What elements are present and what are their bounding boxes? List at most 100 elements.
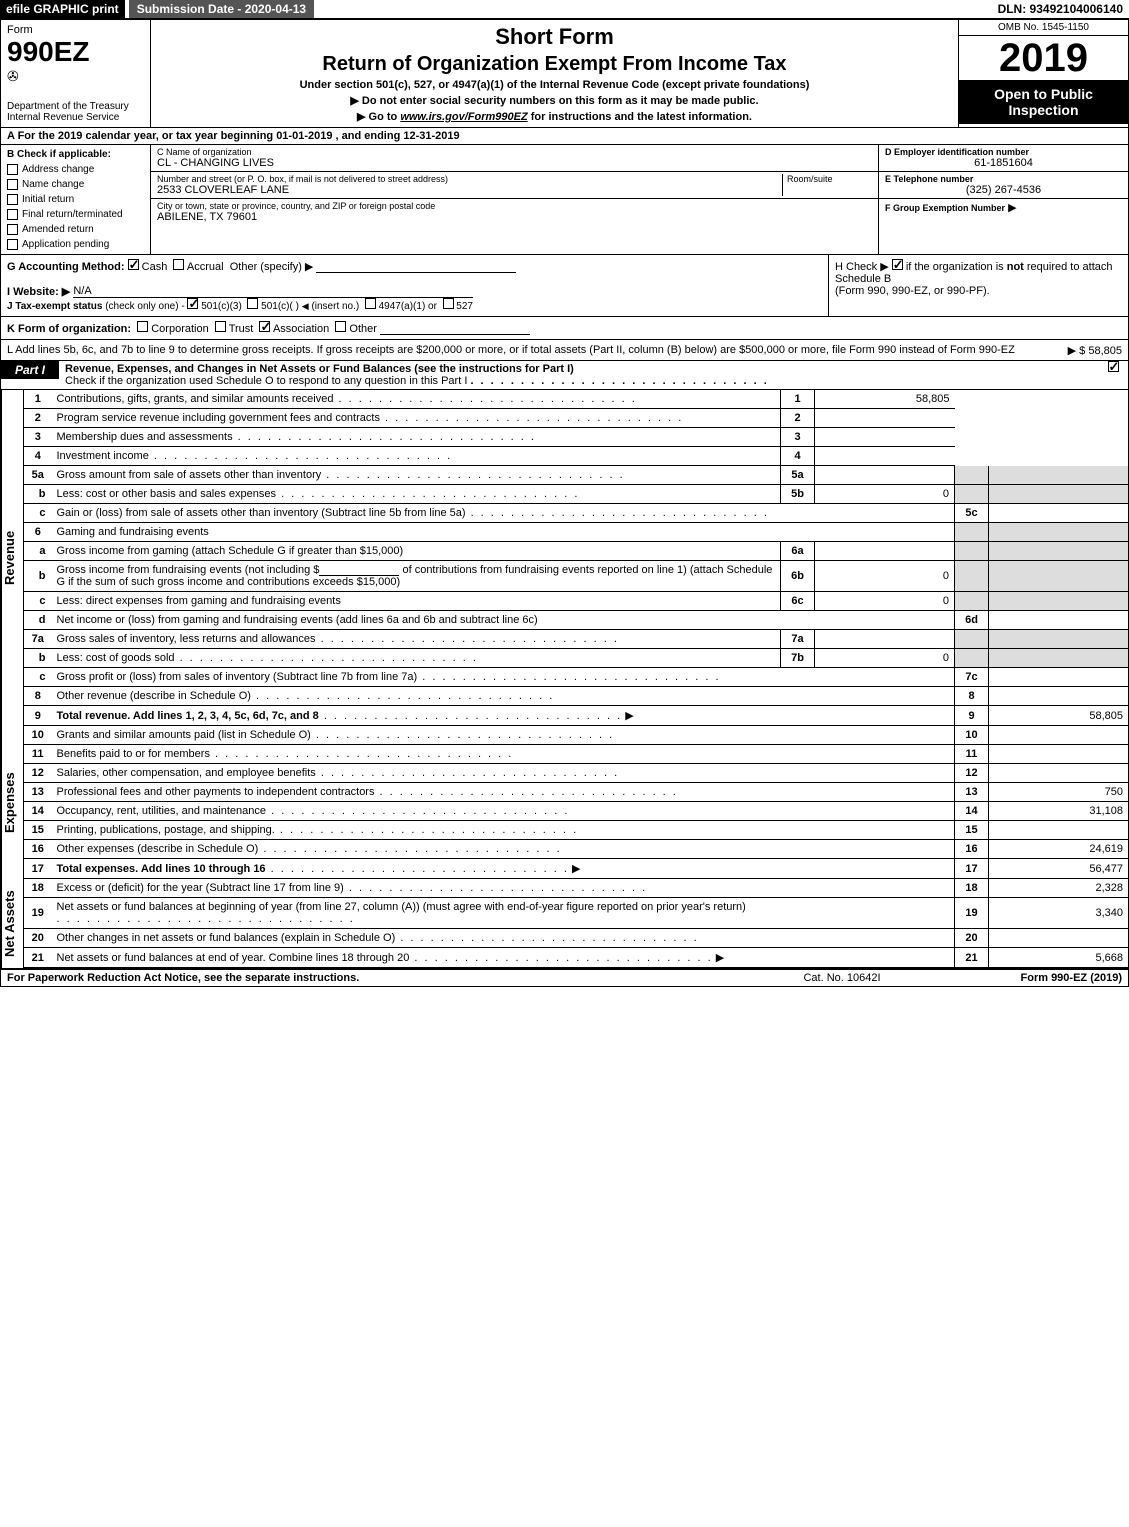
h-label: H Check ▶ xyxy=(835,261,889,273)
page-footer: For Paperwork Reduction Act Notice, see … xyxy=(0,968,1129,987)
row-h: H Check ▶ if the organization is not req… xyxy=(828,255,1128,316)
goto-prefix: ▶ Go to xyxy=(357,111,400,123)
chk-name-change[interactable]: Name change xyxy=(7,179,144,190)
chk-h[interactable] xyxy=(892,259,903,270)
table-row: 4Investment income4 xyxy=(24,447,1129,466)
city-value: ABILENE, TX 79601 xyxy=(157,211,872,223)
table-row: 14Occupancy, rent, utilities, and mainte… xyxy=(24,802,1129,821)
short-form-title: Short Form xyxy=(159,24,950,50)
table-row: 17Total expenses. Add lines 10 through 1… xyxy=(24,859,1129,879)
box-b-title: B Check if applicable: xyxy=(7,149,144,160)
chk-initial-return[interactable]: Initial return xyxy=(7,194,144,205)
chk-amended[interactable]: Amended return xyxy=(7,224,144,235)
table-row: cGross profit or (loss) from sales of in… xyxy=(24,668,1129,687)
table-row: 6Gaming and fundraising events xyxy=(24,523,1129,542)
chk-other-org[interactable] xyxy=(335,321,346,332)
chk-assoc[interactable] xyxy=(259,321,270,332)
irs-label: Internal Revenue Service xyxy=(7,112,144,123)
part-i-check-note: Check if the organization used Schedule … xyxy=(65,375,467,387)
revenue-side-label: Revenue xyxy=(1,390,23,726)
table-row: 13Professional fees and other payments t… xyxy=(24,783,1129,802)
chk-501c[interactable] xyxy=(247,298,258,309)
table-row: 7aGross sales of inventory, less returns… xyxy=(24,630,1129,649)
expenses-side-label: Expenses xyxy=(1,726,23,879)
g-other-input[interactable] xyxy=(316,272,516,273)
l-text: L Add lines 5b, 6c, and 7b to line 9 to … xyxy=(7,344,1015,356)
chk-address-change[interactable]: Address change xyxy=(7,164,144,175)
chk-application-pending[interactable]: Application pending xyxy=(7,239,144,250)
row-k: K Form of organization: Corporation Trus… xyxy=(0,317,1129,340)
goto-note: ▶ Go to www.irs.gov/Form990EZ for instru… xyxy=(159,110,950,123)
table-row: cGain or (loss) from sale of assets othe… xyxy=(24,504,1129,523)
table-row: 1Contributions, gifts, grants, and simil… xyxy=(24,390,1129,409)
subtitle: Under section 501(c), 527, or 4947(a)(1)… xyxy=(159,79,950,91)
city-label: City or town, state or province, country… xyxy=(157,201,872,211)
table-row: 2Program service revenue including gover… xyxy=(24,409,1129,428)
header-right: OMB No. 1545-1150 2019 Open to Public In… xyxy=(958,20,1128,127)
expenses-table: 10Grants and similar amounts paid (list … xyxy=(23,726,1129,879)
box-b: B Check if applicable: Address change Na… xyxy=(1,145,151,254)
box-c: C Name of organization CL - CHANGING LIV… xyxy=(151,145,878,254)
chk-final-return[interactable]: Final return/terminated xyxy=(7,209,144,220)
phone-label: E Telephone number xyxy=(885,174,1122,184)
table-row: bLess: cost of goods sold7b0 xyxy=(24,649,1129,668)
k-other-input[interactable] xyxy=(380,334,530,335)
net-assets-table: 18Excess or (deficit) for the year (Subt… xyxy=(23,879,1129,968)
irs-link[interactable]: www.irs.gov/Form990EZ xyxy=(400,111,527,123)
revenue-table: 1Contributions, gifts, grants, and simil… xyxy=(23,390,1129,726)
form-label: Form xyxy=(7,24,33,36)
table-row: aGross income from gaming (attach Schedu… xyxy=(24,542,1129,561)
chk-trust[interactable] xyxy=(215,321,226,332)
table-row: cLess: direct expenses from gaming and f… xyxy=(24,592,1129,611)
header-left: Form 990EZ ✇ Department of the Treasury … xyxy=(1,20,151,127)
g-other: Other (specify) ▶ xyxy=(230,261,314,273)
row-a-tax-year: A For the 2019 calendar year, or tax yea… xyxy=(0,128,1129,145)
chk-part-i-schedule-o[interactable] xyxy=(1108,361,1119,372)
chk-accrual[interactable] xyxy=(173,259,184,270)
table-row: 16Other expenses (describe in Schedule O… xyxy=(24,840,1129,859)
row-g: G Accounting Method: Cash Accrual Other … xyxy=(1,255,828,316)
table-row: 21Net assets or fund balances at end of … xyxy=(24,948,1129,968)
chk-501c3[interactable] xyxy=(187,298,198,309)
org-name: CL - CHANGING LIVES xyxy=(157,157,872,169)
goto-suffix: for instructions and the latest informat… xyxy=(531,111,752,123)
tax-year: 2019 xyxy=(959,36,1128,80)
table-row: 3Membership dues and assessments3 xyxy=(24,428,1129,447)
chk-527[interactable] xyxy=(443,298,454,309)
j-label: J Tax-exempt status xyxy=(7,301,102,312)
g-label: G Accounting Method: xyxy=(7,261,125,273)
chk-4947[interactable] xyxy=(365,298,376,309)
left-arrow-icon xyxy=(302,301,309,312)
chk-corp[interactable] xyxy=(137,321,148,332)
table-row: 5aGross amount from sale of assets other… xyxy=(24,466,1129,485)
table-row: 18Excess or (deficit) for the year (Subt… xyxy=(24,879,1129,898)
part-i-header: Part I Revenue, Expenses, and Changes in… xyxy=(0,361,1129,390)
table-row: bLess: cost or other basis and sales exp… xyxy=(24,485,1129,504)
chk-cash[interactable] xyxy=(128,259,139,270)
box-d: D Employer identification number 61-1851… xyxy=(878,145,1128,254)
table-row: 11Benefits paid to or for members11 xyxy=(24,745,1129,764)
l-amount: ▶ $ 58,805 xyxy=(1068,344,1122,357)
table-row: 8Other revenue (describe in Schedule O)8 xyxy=(24,687,1129,706)
group-arrow-icon: ▶ xyxy=(1008,202,1016,214)
ein-label: D Employer identification number xyxy=(885,147,1122,157)
ein-value: 61-1851604 xyxy=(885,157,1122,169)
expenses-section: Expenses 10Grants and similar amounts pa… xyxy=(0,726,1129,879)
table-row: 20Other changes in net assets or fund ba… xyxy=(24,929,1129,948)
efile-print-button[interactable]: efile GRAPHIC print xyxy=(0,0,125,18)
part-i-label: Part I xyxy=(1,361,59,379)
footer-notice: For Paperwork Reduction Act Notice, see … xyxy=(7,972,742,984)
table-row: 10Grants and similar amounts paid (list … xyxy=(24,726,1129,745)
website-value: N/A xyxy=(73,285,473,298)
dln-number: DLN: 93492104006140 xyxy=(992,0,1129,18)
room-label: Room/suite xyxy=(787,174,872,184)
dept-treasury: Department of the Treasury xyxy=(7,101,144,112)
footer-cat-no: Cat. No. 10642I xyxy=(742,972,942,984)
return-title: Return of Organization Exempt From Incom… xyxy=(159,53,950,76)
top-bar: efile GRAPHIC print Submission Date - 20… xyxy=(0,0,1129,20)
table-row: dNet income or (loss) from gaming and fu… xyxy=(24,611,1129,630)
table-row: 12Salaries, other compensation, and empl… xyxy=(24,764,1129,783)
table-row: 19Net assets or fund balances at beginni… xyxy=(24,898,1129,929)
i-label: I Website: ▶ xyxy=(7,286,70,298)
table-row: bGross income from fundraising events (n… xyxy=(24,561,1129,592)
